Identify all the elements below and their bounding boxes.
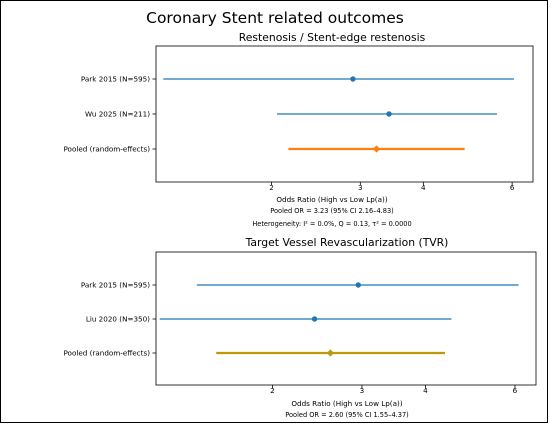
study-point-estimate bbox=[311, 316, 318, 322]
pooled-estimate-note: Pooled OR = 2.60 (95% CI 1.55–4.37) bbox=[285, 411, 408, 419]
x-tick-label: 4 bbox=[421, 183, 426, 192]
study-point-estimate bbox=[386, 111, 392, 117]
row-label: Liu 2020 (N=350) bbox=[86, 315, 150, 324]
figure-title: Coronary Stent related outcomes bbox=[146, 9, 404, 27]
x-axis-label: Odds Ratio (High vs Low Lp(a)) bbox=[291, 399, 402, 408]
forest-panel-tvr: Target Vessel Revascularization (TVR) 2 3… bbox=[63, 236, 537, 419]
pooled-estimate-diamond bbox=[372, 145, 381, 153]
x-tick-label: 2 bbox=[269, 183, 274, 192]
pooled-estimate-diamond bbox=[326, 349, 334, 357]
study-point-estimate bbox=[355, 282, 361, 288]
x-tick-label: 3 bbox=[358, 183, 363, 192]
panel-title: Target Vessel Revascularization (TVR) bbox=[245, 236, 449, 249]
panel-title: Restenosis / Stent-edge restenosis bbox=[239, 31, 426, 44]
x-axis-label: Odds Ratio (High vs Low Lp(a)) bbox=[276, 195, 387, 204]
row-label: Wu 2025 (N=211) bbox=[85, 110, 150, 119]
row-label: Pooled (random-effects) bbox=[63, 145, 150, 154]
x-tick-label: 3 bbox=[360, 386, 365, 395]
x-tick-label: 6 bbox=[510, 183, 515, 192]
study-point-estimate bbox=[350, 76, 356, 82]
heterogeneity-note: Heterogeneity: I² = 0.0%, Q = 0.13, τ² =… bbox=[252, 220, 411, 228]
row-label: Park 2015 (N=595) bbox=[81, 75, 150, 84]
x-tick-label: 4 bbox=[423, 386, 428, 395]
pooled-estimate-note: Pooled OR = 3.23 (95% CI 2.16–4.83) bbox=[270, 207, 393, 215]
row-label: Pooled (random-effects) bbox=[63, 349, 150, 358]
x-tick-label: 6 bbox=[513, 386, 518, 395]
x-tick-label: 2 bbox=[270, 386, 275, 395]
row-label: Park 2015 (N=595) bbox=[81, 281, 150, 290]
plot-frame bbox=[155, 251, 537, 386]
